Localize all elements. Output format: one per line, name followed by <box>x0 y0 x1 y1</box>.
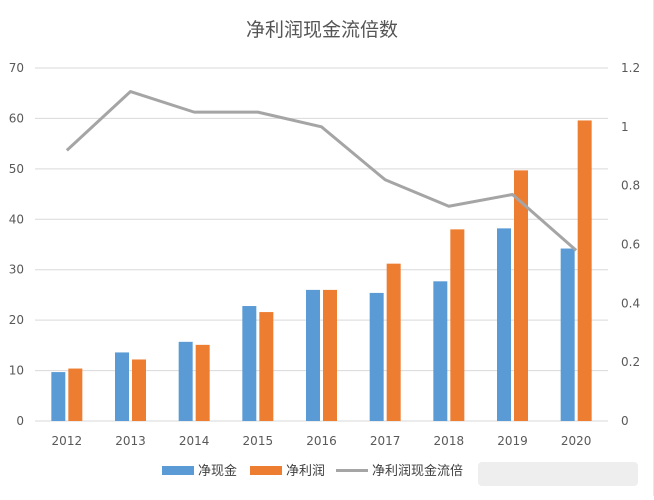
bar-net-cash <box>306 289 320 421</box>
bar-net-profit <box>577 120 592 422</box>
x-tick-label: 2014 <box>179 434 210 448</box>
y-left-tick-label: 60 <box>9 111 24 125</box>
watermark-blur <box>478 462 638 486</box>
bar-net-profit <box>450 229 465 421</box>
x-tick-label: 2018 <box>434 434 465 448</box>
y-axis-left: 0 10 20 30 40 50 60 70 <box>9 61 24 428</box>
legend-swatch-net-profit <box>250 466 282 475</box>
y-right-tick-label: 0 <box>621 414 629 428</box>
y-left-tick-label: 10 <box>9 364 24 378</box>
x-tick-label: 2017 <box>370 434 401 448</box>
y-left-tick-label: 0 <box>16 414 24 428</box>
bar-net-cash <box>369 292 384 421</box>
ratio-line <box>65 90 578 252</box>
blurred-watermark <box>478 462 638 486</box>
bar-net-profit <box>514 170 528 421</box>
gridlines <box>35 67 608 422</box>
y-left-tick-label: 40 <box>9 212 24 226</box>
bar-net-profit <box>259 312 274 421</box>
line-ratio-series <box>65 90 578 252</box>
x-tick-label: 2015 <box>243 434 274 448</box>
x-tick-label: 2013 <box>115 434 146 448</box>
x-tick-label: 2012 <box>52 434 83 448</box>
y-right-tick-label: 1 <box>621 120 629 134</box>
legend: 净现金 净利润 净利润现金流倍 <box>162 463 463 479</box>
y-right-tick-label: 1.2 <box>621 61 640 75</box>
legend-label-net-cash: 净现金 <box>198 463 237 479</box>
y-axis-right: 0 0.2 0.4 0.6 0.8 1 1.2 <box>621 61 640 428</box>
x-tick-label: 2019 <box>497 434 528 448</box>
bar-net-profit <box>386 263 401 421</box>
y-left-tick-label: 30 <box>9 263 24 277</box>
bar-net-cash <box>115 352 129 421</box>
chart-title: 净利润现金流倍数 <box>246 19 398 41</box>
y-right-tick-label: 0.4 <box>621 296 640 310</box>
bar-net-profit <box>132 359 146 421</box>
x-axis: 2012 2013 2014 2015 2016 2017 2018 2019 2020 <box>52 434 592 448</box>
x-tick-label: 2020 <box>561 434 592 448</box>
bar-net-cash <box>497 228 511 421</box>
legend-label-net-profit: 净利润 <box>286 464 325 479</box>
bar-net-profit <box>68 368 83 421</box>
bar-net-cash <box>51 372 66 421</box>
y-left-tick-label: 50 <box>9 162 24 176</box>
bars <box>51 120 592 422</box>
y-right-tick-label: 0.8 <box>621 179 640 193</box>
bar-net-profit <box>195 344 210 421</box>
y-right-tick-label: 0.6 <box>621 238 640 252</box>
bar-net-profit <box>323 289 337 421</box>
legend-swatch-net-cash <box>162 466 194 475</box>
y-right-tick-label: 0.2 <box>621 355 640 369</box>
bar-net-cash <box>178 341 193 421</box>
y-left-tick-label: 20 <box>9 313 24 327</box>
x-tick-label: 2016 <box>306 434 337 448</box>
bar-net-cash <box>560 248 575 421</box>
y-left-tick-label: 70 <box>9 61 24 75</box>
legend-label-ratio: 净利润现金流倍 <box>372 463 463 479</box>
bar-net-cash <box>242 306 257 421</box>
bar-net-cash <box>433 281 448 421</box>
